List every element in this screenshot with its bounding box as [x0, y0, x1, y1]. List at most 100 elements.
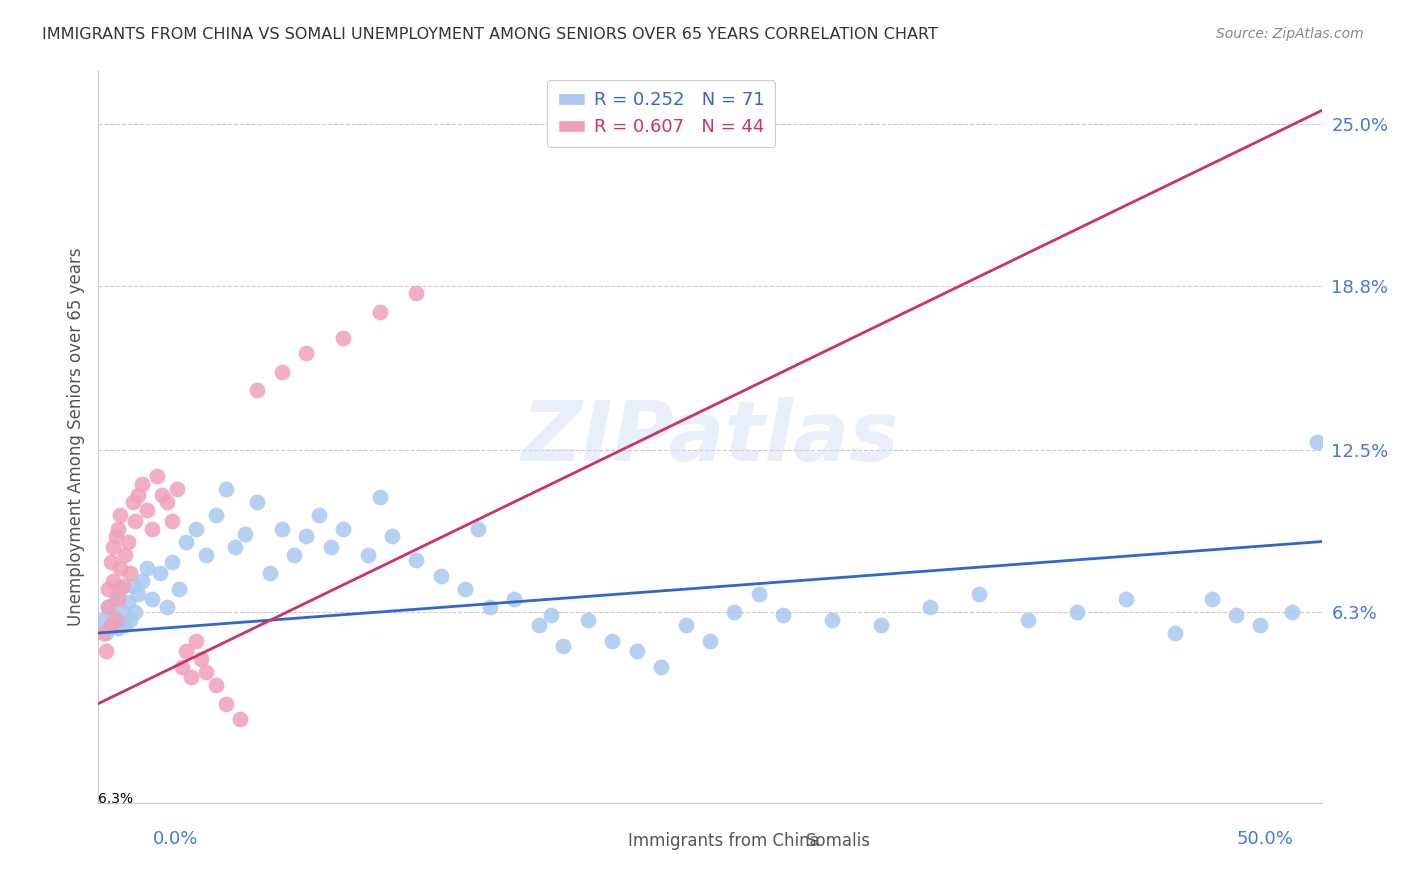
Point: [114, 548, 136, 562]
Point: [967, 587, 990, 601]
Point: [224, 540, 246, 554]
Point: [186, 633, 208, 648]
Point: [332, 521, 354, 535]
Point: [553, 639, 575, 653]
Point: [478, 599, 501, 614]
Point: [110, 582, 132, 596]
Point: [195, 548, 218, 562]
Point: [104, 592, 127, 607]
Point: [100, 618, 122, 632]
Point: [111, 579, 134, 593]
Point: [107, 521, 129, 535]
Point: [368, 304, 391, 318]
Point: [149, 566, 172, 580]
Point: [146, 469, 169, 483]
Point: [104, 529, 127, 543]
Point: [332, 331, 354, 345]
Point: [97, 582, 120, 596]
Point: [319, 540, 342, 554]
Point: [156, 495, 179, 509]
Point: [368, 490, 391, 504]
Point: [246, 383, 269, 397]
Point: [117, 594, 139, 608]
Point: [107, 592, 129, 607]
Point: [131, 477, 153, 491]
Point: [772, 607, 794, 622]
Point: [124, 605, 146, 619]
Point: [176, 644, 198, 658]
Point: [1115, 592, 1137, 607]
Text: Somalis: Somalis: [806, 832, 870, 850]
Point: [1281, 605, 1303, 619]
Point: [454, 582, 477, 596]
Point: [1306, 435, 1329, 450]
Point: [97, 599, 120, 614]
Point: [127, 487, 149, 501]
Point: [870, 618, 893, 632]
Point: [101, 607, 124, 622]
Point: [107, 621, 129, 635]
Point: [160, 514, 183, 528]
Point: [699, 633, 721, 648]
Point: [650, 660, 672, 674]
Y-axis label: Unemployment Among Seniors over 65 years: Unemployment Among Seniors over 65 years: [66, 248, 84, 626]
Point: [246, 495, 269, 509]
Point: [195, 665, 218, 680]
Point: [97, 599, 120, 614]
Point: [821, 613, 844, 627]
Point: [141, 592, 163, 607]
Point: [160, 556, 183, 570]
Point: [295, 529, 318, 543]
Point: [136, 503, 159, 517]
Point: [110, 560, 132, 574]
Point: [270, 365, 294, 379]
Point: [259, 566, 281, 580]
Point: [1017, 613, 1039, 627]
Point: [131, 574, 153, 588]
Point: [920, 599, 942, 614]
Text: ZIPatlas: ZIPatlas: [522, 397, 898, 477]
Point: [121, 495, 143, 509]
Point: [104, 613, 127, 627]
Text: 0.0%: 0.0%: [153, 830, 198, 847]
Point: [283, 548, 305, 562]
Point: [626, 644, 648, 658]
Text: 50.0%: 50.0%: [1237, 830, 1294, 847]
Point: [150, 487, 173, 501]
Point: [186, 521, 208, 535]
Point: [205, 678, 228, 692]
Point: [120, 613, 142, 627]
Point: [120, 566, 142, 580]
Point: [503, 592, 526, 607]
Point: [91, 613, 114, 627]
Point: [1201, 592, 1223, 607]
Point: [101, 540, 124, 554]
Point: [540, 607, 562, 622]
Point: [748, 587, 770, 601]
Point: [675, 618, 697, 632]
Point: [110, 508, 132, 523]
Point: [127, 587, 149, 601]
Point: [94, 626, 117, 640]
Point: [100, 618, 122, 632]
Point: [308, 508, 330, 523]
Text: IMMIGRANTS FROM CHINA VS SOMALI UNEMPLOYMENT AMONG SENIORS OVER 65 YEARS CORRELA: IMMIGRANTS FROM CHINA VS SOMALI UNEMPLOY…: [42, 27, 938, 42]
Point: [405, 286, 427, 301]
Point: [136, 560, 159, 574]
Point: [1249, 618, 1271, 632]
Point: [180, 670, 202, 684]
Point: [430, 568, 453, 582]
Point: [94, 644, 117, 658]
Point: [101, 574, 124, 588]
Point: [1066, 605, 1088, 619]
Point: [111, 605, 134, 619]
Point: [600, 633, 623, 648]
Point: [1225, 607, 1247, 622]
Point: [214, 483, 236, 497]
Point: [170, 660, 193, 674]
Point: [91, 626, 114, 640]
Point: [156, 599, 179, 614]
Point: [405, 553, 427, 567]
Point: [527, 618, 550, 632]
Point: [723, 605, 745, 619]
